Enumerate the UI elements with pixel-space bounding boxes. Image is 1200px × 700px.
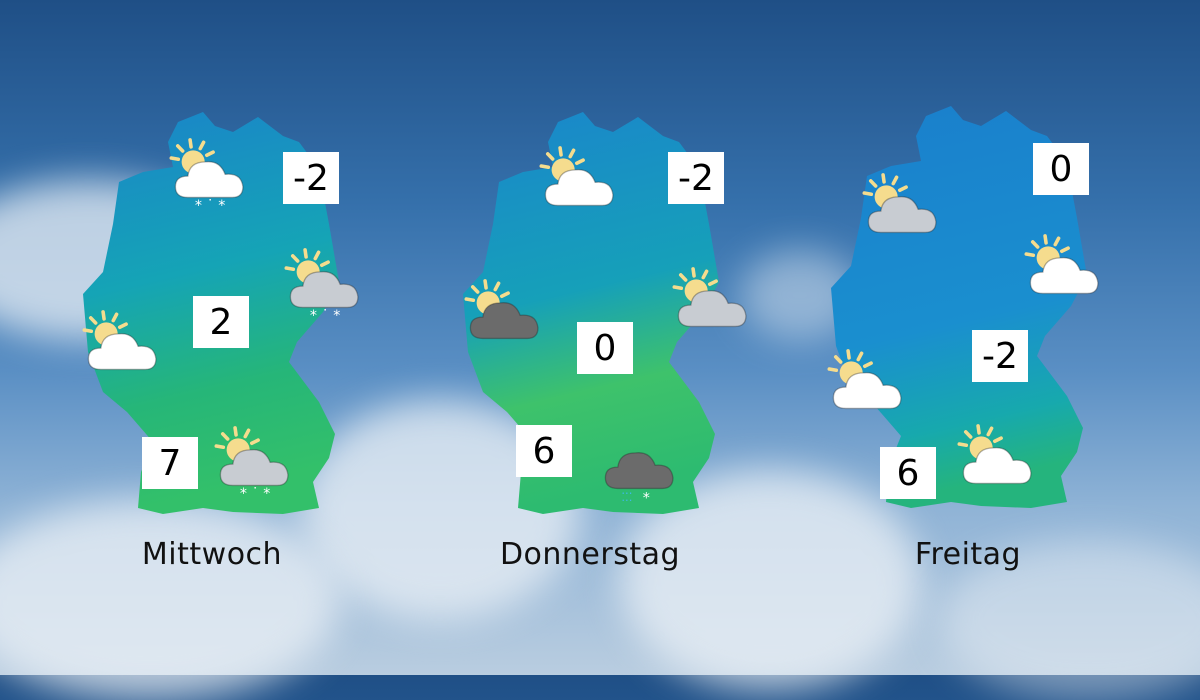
temperature-box: 6 [516, 425, 572, 477]
germany-map: 0 -2 6 [826, 106, 1099, 516]
temperature-box: -2 [972, 330, 1028, 382]
temperature-box: 6 [880, 447, 936, 499]
germany-outline [463, 112, 719, 514]
temperature-box: 0 [1033, 143, 1089, 195]
background-cloud [0, 500, 340, 700]
day-label: Donnerstag [499, 537, 681, 572]
day-label: Freitag [914, 537, 1022, 572]
sun-grey-cloud-snow-icon: * ˙ * [208, 425, 303, 505]
sun-grey-cloud-icon [666, 266, 761, 346]
germany-map: -2 0 6 ⁚⁚⁚ * [458, 112, 747, 522]
svg-text:⁚⁚⁚: ⁚⁚⁚ [621, 490, 632, 504]
germany-map: -2 2 7 * ˙ * * ˙ * * ˙ * [76, 112, 359, 522]
svg-text:*: * [643, 491, 650, 507]
day-label: Mittwoch [141, 537, 283, 572]
temperature-box: 0 [577, 322, 633, 374]
temperature-box: 2 [193, 296, 249, 348]
temperature-box: -2 [283, 152, 339, 204]
sun-cloud-icon [821, 348, 916, 428]
sun-cloud-icon [1018, 233, 1113, 313]
sun-cloud-icon [951, 423, 1046, 503]
sun-grey-cloud-icon [856, 172, 951, 252]
svg-text:* ˙ *: * ˙ * [310, 308, 340, 324]
sun-cloud-icon [76, 309, 171, 389]
sun-dark-cloud-icon [458, 278, 553, 358]
temperature-box: -2 [668, 152, 724, 204]
sun-cloud-snow-icon: * ˙ * [163, 137, 258, 217]
dark-cloud-sleet-icon: ⁚⁚⁚ * [593, 428, 688, 508]
sun-cloud-icon [533, 145, 628, 225]
svg-text:* ˙ *: * ˙ * [240, 486, 270, 502]
temperature-box: 7 [142, 437, 198, 489]
background-cloud [940, 540, 1200, 700]
svg-text:* ˙ *: * ˙ * [195, 198, 225, 214]
sun-grey-cloud-snow-icon: * ˙ * [278, 247, 373, 327]
